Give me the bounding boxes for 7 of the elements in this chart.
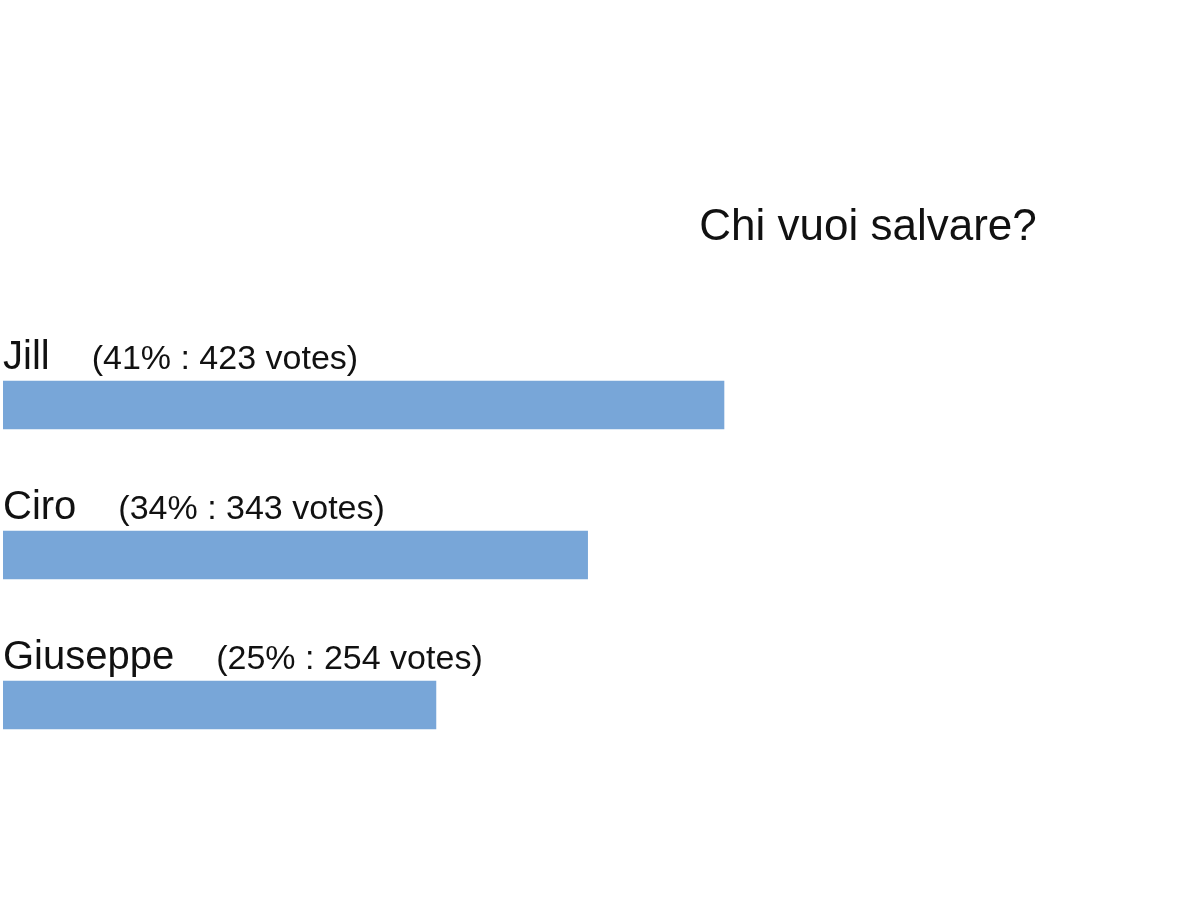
- text: Chi vuoi salvare?: [699, 200, 1037, 250]
- data-label: (41% : 423 votes): [91, 338, 359, 376]
- y-tick-label: Jill: [3, 333, 50, 377]
- y-tick-label: Ciro: [3, 483, 77, 527]
- data-label: (25% : 254 votes): [216, 638, 483, 676]
- data-label: (34% : 343 votes): [118, 488, 385, 526]
- y-tick-label: Giuseppe: [3, 633, 175, 677]
